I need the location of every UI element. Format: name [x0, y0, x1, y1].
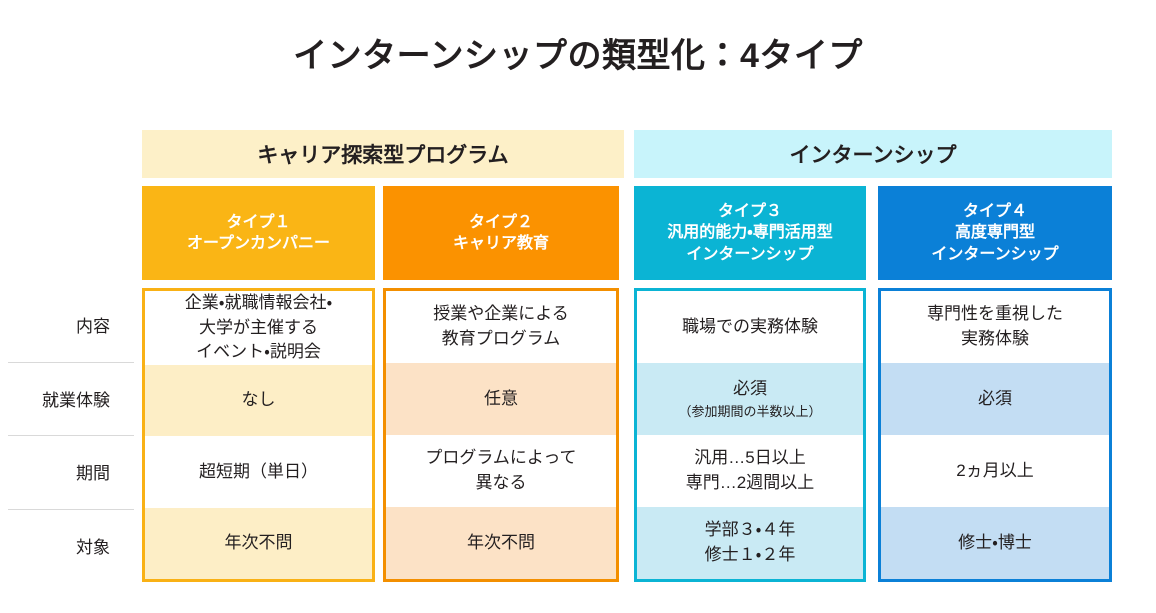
cell-type3-content: 職場での実務体験: [637, 291, 863, 363]
cell-type2-content-line1: 授業や企業による: [433, 304, 569, 324]
cell-type4-work-experience: 必須: [881, 363, 1109, 435]
type-header-3-number: タイプ３: [717, 202, 782, 220]
body-column-type-4: 専門性を重視した 実務体験 必須 2ヵ月以上 修士・博士: [878, 288, 1112, 582]
row-label-column: 内容 就業体験 期間 対象: [0, 288, 142, 582]
page-title: インターンシップの類型化：4タイプ: [293, 37, 863, 75]
type-header-4-name-line2: インターンシップ: [931, 245, 1059, 263]
row-label-target: 対象: [0, 508, 134, 583]
type-header-1: タイプ１ オープンカンパニー: [142, 186, 375, 280]
row-label-content: 内容: [0, 288, 126, 362]
cell-type4-content-line2: 実務体験: [961, 329, 1029, 348]
typology-matrix: キャリア探索型プログラム インターンシップ タイプ１ オープンカンパニー タイプ…: [0, 130, 1156, 590]
type-header-2: タイプ２ キャリア教育: [383, 186, 619, 280]
type-header-1-name: オープンカンパニー: [186, 235, 331, 252]
cell-type1-content-line2: 大学が主催する: [199, 317, 318, 337]
row-label-target-text: 対象: [76, 537, 110, 557]
cell-type2-target: 年次不問: [386, 507, 616, 579]
cell-type1-work-experience-main: なし: [241, 390, 276, 410]
cell-type2-work-experience-main: 任意: [484, 388, 518, 408]
body-column-type-1: 企業・就職情報会社・ 大学が主催する イベント・説明会 なし 超短期（単日） 年…: [142, 288, 375, 582]
group-header-career-label: キャリア探索型プログラム: [257, 144, 509, 167]
cell-type2-duration-line2: 異なる: [475, 473, 527, 492]
cell-type4-content: 専門性を重視した 実務体験: [881, 291, 1109, 363]
cell-type4-work-experience-main: 必須: [978, 388, 1012, 408]
cell-type3-duration-line2: 専門…2週間以上: [685, 473, 815, 492]
cell-type3-target-line2: 修士１・２年: [704, 545, 796, 564]
cell-type4-content-line1: 専門性を重視した: [927, 304, 1063, 324]
cell-type1-duration: 超短期（単日）: [145, 436, 372, 508]
row-label-work-experience: 就業体験: [0, 361, 134, 436]
group-header-internship-label: インターンシップ: [789, 144, 957, 167]
cell-type4-target: 修士・博士: [881, 507, 1109, 579]
cell-type3-work-experience: 必須 （参加期間の半数以上）: [637, 363, 863, 435]
cell-type4-duration: 2ヵ月以上: [881, 435, 1109, 507]
cell-type1-target: 年次不問: [145, 507, 372, 579]
cell-type2-target-line1: 年次不問: [467, 532, 535, 552]
row-label-content-text: 内容: [76, 317, 110, 337]
type-header-2-number: タイプ２: [468, 213, 533, 231]
cell-type2-work-experience: 任意: [386, 363, 616, 435]
row-label-duration: 期間: [0, 435, 134, 509]
body-column-type-3: 職場での実務体験 必須 （参加期間の半数以上） 汎用…5日以上 専門…2週間以上…: [634, 288, 866, 582]
cell-type1-work-experience: なし: [145, 364, 372, 437]
type-header-3-name-line1: 汎用的能力・専門活用型: [667, 224, 833, 242]
cell-type3-work-experience-sub: （参加期間の半数以上）: [678, 403, 822, 419]
type-header-4-number: タイプ４: [962, 202, 1027, 220]
body-column-type-2: 授業や企業による 教育プログラム 任意 プログラムによって 異なる 年次不問: [383, 288, 619, 582]
cell-type1-target-line1: 年次不問: [224, 533, 293, 552]
type-header-4: タイプ４ 高度専門型 インターンシップ: [878, 186, 1112, 280]
cell-type1-content: 企業・就職情報会社・ 大学が主催する イベント・説明会: [145, 291, 372, 365]
cell-type3-duration-line1: 汎用…5日以上: [694, 448, 806, 468]
cell-type3-target-line1: 学部３・４年: [704, 520, 796, 540]
cell-type3-duration: 汎用…5日以上 専門…2週間以上: [637, 435, 863, 507]
row-label-work-experience-text: 就業体験: [42, 390, 110, 410]
cell-type2-content: 授業や企業による 教育プログラム: [386, 291, 616, 363]
cell-type2-content-line2: 教育プログラム: [441, 329, 561, 348]
type-header-1-number: タイプ１: [226, 213, 291, 231]
group-header-career: キャリア探索型プログラム: [142, 130, 624, 178]
type-header-4-name-line1: 高度専門型: [954, 224, 1035, 242]
row-label-duration-text: 期間: [76, 464, 110, 484]
type-header-3: タイプ３ 汎用的能力・専門活用型 インターンシップ: [634, 186, 866, 280]
cell-type2-duration: プログラムによって 異なる: [386, 435, 616, 507]
cell-type2-duration-line1: プログラムによって: [425, 448, 577, 468]
group-header-internship: インターンシップ: [634, 130, 1112, 178]
cell-type1-content-line1: 企業・就職情報会社・: [184, 293, 333, 312]
cell-type3-content-line1: 職場での実務体験: [682, 316, 818, 336]
cell-type1-content-line3: イベント・説明会: [196, 342, 321, 362]
cell-type4-duration-line1: 2ヵ月以上: [956, 460, 1034, 480]
group-header-row: キャリア探索型プログラム インターンシップ: [0, 130, 1156, 178]
type-header-3-name-line2: インターンシップ: [686, 245, 814, 263]
cell-type3-target: 学部３・４年 修士１・２年: [637, 507, 863, 579]
cell-type1-duration-line1: 超短期（単日）: [199, 461, 318, 481]
type-header-row: タイプ１ オープンカンパニー タイプ２ キャリア教育 タイプ３ 汎用的能力・専門…: [0, 186, 1156, 280]
cell-type3-work-experience-main: 必須: [733, 379, 767, 399]
cell-type4-target-line1: 修士・博士: [958, 532, 1032, 552]
type-header-2-name: キャリア教育: [452, 235, 549, 252]
